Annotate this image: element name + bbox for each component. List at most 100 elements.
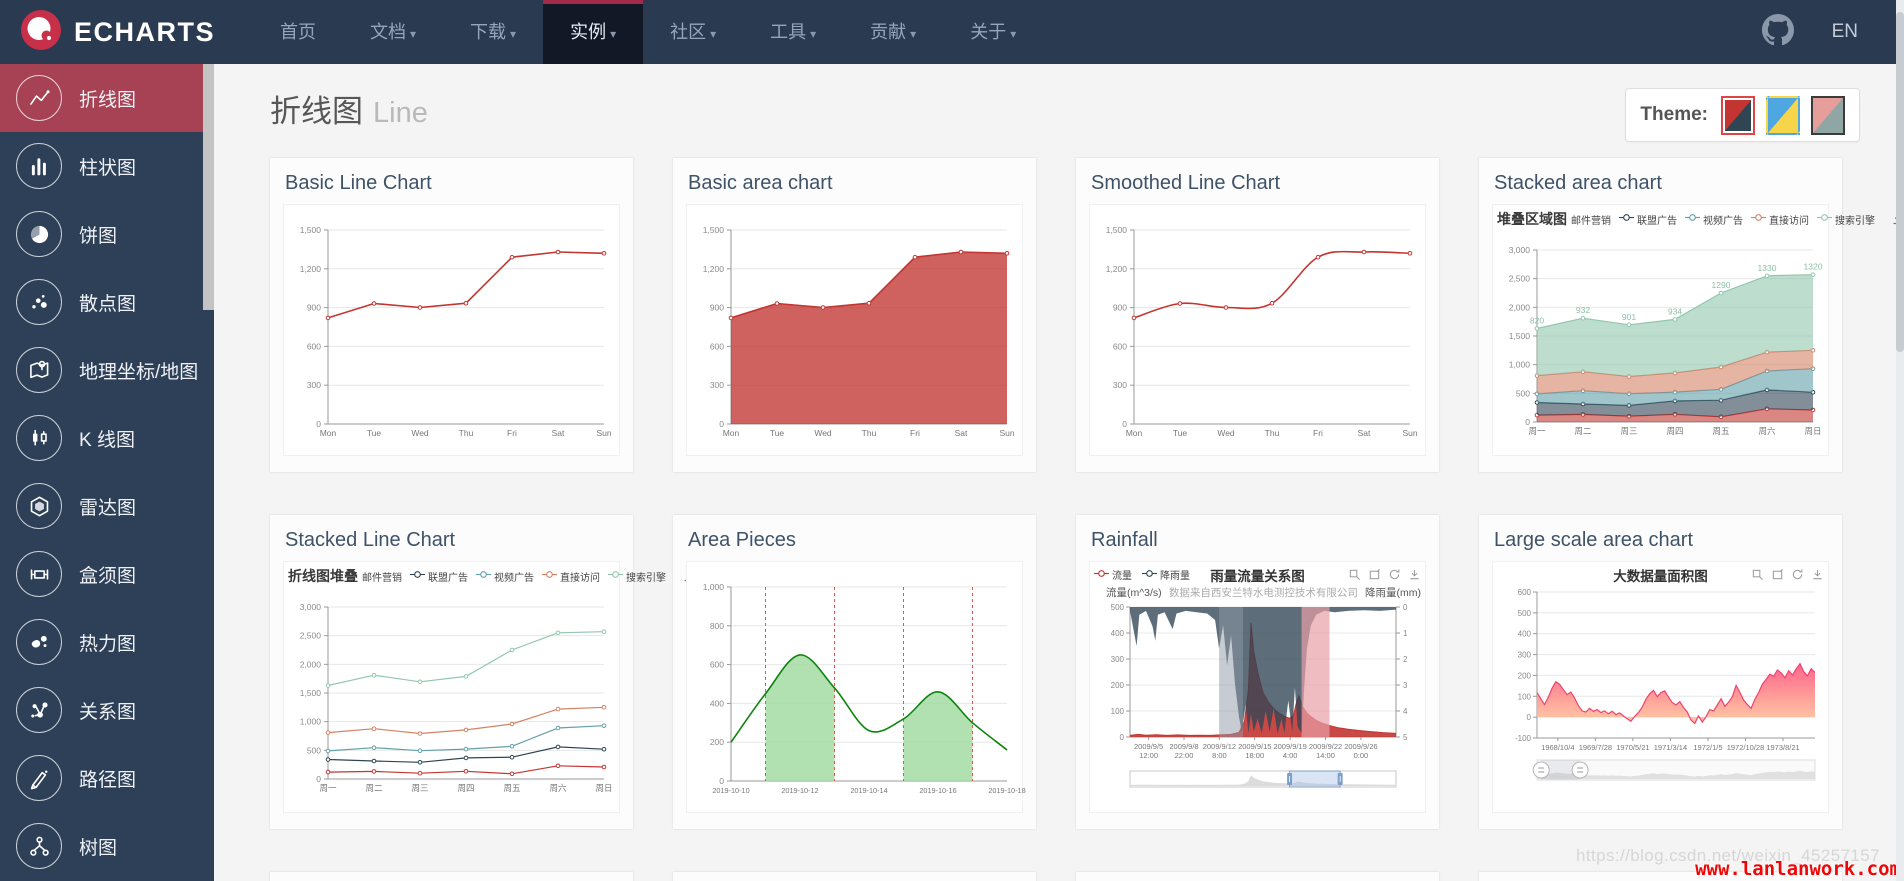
legend-item[interactable]: 视频广告 bbox=[1685, 212, 1743, 227]
chart-plot[interactable]: 0 500 1,000 1,500 2,000 2,500 3,000 周一 周二 周三 周四 周五 周… bbox=[288, 587, 616, 807]
legend-item[interactable]: 视频广告 bbox=[476, 569, 534, 584]
chart-card[interactable]: Stacked Line Chart 折线图堆叠 邮件营销 联盟广告 视频广告 直接访问 搜… bbox=[270, 515, 694, 829]
svg-text:Thu: Thu bbox=[1265, 428, 1280, 438]
sidebar-item-12[interactable]: 树图 bbox=[0, 812, 214, 880]
sidebar-item-8[interactable]: 盒须图 bbox=[0, 540, 214, 608]
chevron-down-icon: ▾ bbox=[810, 27, 817, 41]
sidebar-item-6[interactable]: K 线图 bbox=[0, 404, 214, 472]
datazoom-icon[interactable] bbox=[1751, 568, 1764, 581]
nav-item-1[interactable]: 首页 bbox=[253, 0, 343, 64]
chart-card[interactable]: Area Pieces 0 200 400 600 800 1,000 2019-10-10 2… bbox=[673, 515, 1036, 829]
restore-icon[interactable] bbox=[1388, 568, 1401, 581]
chart-plot[interactable]: 0 500 1,000 1,500 2,000 2,500 3,000 周一 周二 周三 周四 周五 周… bbox=[1497, 230, 1825, 450]
svg-text:2019-10-18: 2019-10-18 bbox=[988, 786, 1025, 795]
svg-text:1,000: 1,000 bbox=[703, 582, 725, 592]
page-scrollbar-thumb[interactable] bbox=[1896, 12, 1904, 352]
datazoom-reset-icon[interactable] bbox=[1368, 568, 1381, 581]
nav-item-label: 实例 bbox=[570, 22, 607, 42]
chart-plot[interactable]: 0 200 400 600 800 1,000 2019-10-10 2019-10-12 20… bbox=[691, 565, 1026, 809]
nav-item-label: 下载 bbox=[470, 22, 507, 42]
sidebar-item-1[interactable]: 折线图 bbox=[0, 64, 214, 132]
chart-card[interactable] bbox=[270, 872, 633, 881]
chart-plot[interactable]: 0 300 600 900 1,200 1,500 Mon Tue Wed Thu Fri Sat Su… bbox=[691, 208, 1019, 452]
sidebar-item-label: 热力图 bbox=[79, 633, 137, 655]
sidebar-item-label: 雷达图 bbox=[79, 497, 137, 519]
chart-card[interactable] bbox=[1479, 872, 1842, 881]
chart-card[interactable] bbox=[673, 872, 1036, 881]
nav-item-7[interactable]: 贡献 ▾ bbox=[843, 0, 943, 64]
card-title: Large scale area chart bbox=[1494, 529, 1694, 551]
legend-item[interactable]: 搜索引擎 bbox=[1817, 212, 1875, 227]
theme-swatch-dark[interactable] bbox=[1811, 95, 1845, 135]
page-scrollbar[interactable] bbox=[1896, 0, 1904, 881]
legend-marker-icon bbox=[1094, 569, 1109, 581]
chart-card[interactable]: Rainfall 流量 降雨量 雨量流量关系图 流量(m^3/s) 数据来自西安兰特水电测… bbox=[1076, 515, 1439, 829]
nav-item-5[interactable]: 社区 ▾ bbox=[643, 0, 743, 64]
nav-item-label: 社区 bbox=[670, 22, 707, 42]
nav-item-8[interactable]: 关于 ▾ bbox=[943, 0, 1043, 64]
theme-label: Theme: bbox=[1640, 104, 1708, 125]
legend-item[interactable]: 流量 bbox=[1094, 567, 1132, 582]
svg-text:600: 600 bbox=[710, 341, 724, 351]
svg-text:200: 200 bbox=[1111, 681, 1125, 690]
tree-icon bbox=[16, 823, 62, 869]
sidebar-scrollbar-thumb[interactable] bbox=[203, 64, 214, 310]
sidebar-item-3[interactable]: 饼图 bbox=[0, 200, 214, 268]
chart-plot[interactable]: 500 0 400 1 300 2 200 3 100 4 0 5 2009/9/512:00 2009/… bbox=[1094, 601, 1422, 807]
chart-card[interactable]: Large scale area chart 大数据量面积图 -100 0 100 200… bbox=[1479, 515, 1842, 829]
chart-plot[interactable]: -100 0 100 200 300 400 500 600 1968/10/4 1969/7/2… bbox=[1497, 584, 1825, 806]
legend-item[interactable]: 直接访问 bbox=[1751, 212, 1809, 227]
sidebar-item-11[interactable]: 路径图 bbox=[0, 744, 214, 812]
chart-preview: 0 300 600 900 1,200 1,500 Mon Tue Wed Thu Fri Sat Su… bbox=[686, 204, 1023, 456]
sidebar-item-4[interactable]: 散点图 bbox=[0, 268, 214, 336]
save-image-icon[interactable] bbox=[1408, 568, 1421, 581]
datazoom-icon[interactable] bbox=[1348, 568, 1361, 581]
language-toggle[interactable]: EN bbox=[1831, 21, 1858, 42]
svg-text:2,500: 2,500 bbox=[300, 631, 322, 641]
chart-plot[interactable]: 0 300 600 900 1,200 1,500 Mon Tue Wed Thu Fri Sat Su… bbox=[288, 208, 616, 452]
chart-card[interactable]: Stacked area chart 堆叠区域图 邮件营销 联盟广告 视频广告 直接访问 搜… bbox=[1479, 158, 1903, 472]
legend-item[interactable]: 直接访问 bbox=[542, 569, 600, 584]
legend-marker-icon bbox=[1817, 213, 1832, 225]
restore-icon[interactable] bbox=[1791, 568, 1804, 581]
svg-text:600: 600 bbox=[710, 660, 724, 670]
legend-item[interactable]: 联盟广告 bbox=[1619, 212, 1677, 227]
theme-swatch-default[interactable] bbox=[1721, 95, 1755, 135]
echarts-logo[interactable]: ECHARTS bbox=[20, 9, 215, 56]
chart-card[interactable]: Basic area chart 0 300 600 900 1,200 1,500 Mon T… bbox=[673, 158, 1036, 472]
sidebar-item-2[interactable]: 柱状图 bbox=[0, 132, 214, 200]
chart-card[interactable]: Smoothed Line Chart 0 300 600 900 1,200 1,500 M… bbox=[1076, 158, 1439, 472]
svg-text:14:00: 14:00 bbox=[1316, 751, 1335, 760]
chart-plot[interactable]: 0 300 600 900 1,200 1,500 Mon Tue Wed Thu Fri Sat Su… bbox=[1094, 208, 1422, 452]
legend-item[interactable]: 邮件营销 bbox=[362, 569, 402, 584]
nav-item-3[interactable]: 下载 ▾ bbox=[443, 0, 543, 64]
legend-item[interactable]: 邮件营销 bbox=[1571, 212, 1611, 227]
svg-text:1,500: 1,500 bbox=[1509, 331, 1531, 341]
sidebar-item-9[interactable]: 热力图 bbox=[0, 608, 214, 676]
legend-label: 直接访问 bbox=[560, 572, 600, 584]
legend-marker-icon bbox=[608, 570, 623, 582]
nav-item-2[interactable]: 文档 ▾ bbox=[343, 0, 443, 64]
nav-item-4[interactable]: 实例 ▾ bbox=[543, 0, 644, 64]
datazoom-reset-icon[interactable] bbox=[1771, 568, 1784, 581]
nav-item-6[interactable]: 工具 ▾ bbox=[743, 0, 843, 64]
main-content: 折线图 Line Theme: Basic Line Chart 0 300 600 90… bbox=[214, 64, 1904, 881]
github-icon[interactable] bbox=[1761, 13, 1794, 51]
svg-text:Tue: Tue bbox=[367, 428, 382, 438]
legend-item[interactable]: 搜索引擎 bbox=[608, 569, 666, 584]
svg-text:2019-10-16: 2019-10-16 bbox=[919, 786, 956, 795]
chart-card[interactable]: Basic Line Chart 0 300 600 900 1,200 1,500 Mon T… bbox=[270, 158, 633, 472]
sidebar-item-5[interactable]: 地理坐标/地图 bbox=[0, 336, 214, 404]
svg-text:500: 500 bbox=[1111, 603, 1125, 612]
svg-text:周四: 周四 bbox=[457, 783, 474, 793]
sidebar-item-7[interactable]: 雷达图 bbox=[0, 472, 214, 540]
save-image-icon[interactable] bbox=[1811, 568, 1824, 581]
chart-preview: 流量 降雨量 雨量流量关系图 流量(m^3/s) 数据来自西安兰特水电测控技术有限公司降… bbox=[1089, 561, 1426, 813]
theme-swatch-light[interactable] bbox=[1766, 95, 1800, 135]
sidebar-item-10[interactable]: 关系图 bbox=[0, 676, 214, 744]
chart-preview: 大数据量面积图 -100 0 100 200 300 400 500 600 1968/10/4 1… bbox=[1492, 561, 1829, 813]
chart-card[interactable] bbox=[1076, 872, 1439, 881]
legend-item[interactable]: 降雨量 bbox=[1142, 567, 1190, 582]
svg-text:Fri: Fri bbox=[1313, 428, 1323, 438]
legend-item[interactable]: 联盟广告 bbox=[410, 569, 468, 584]
